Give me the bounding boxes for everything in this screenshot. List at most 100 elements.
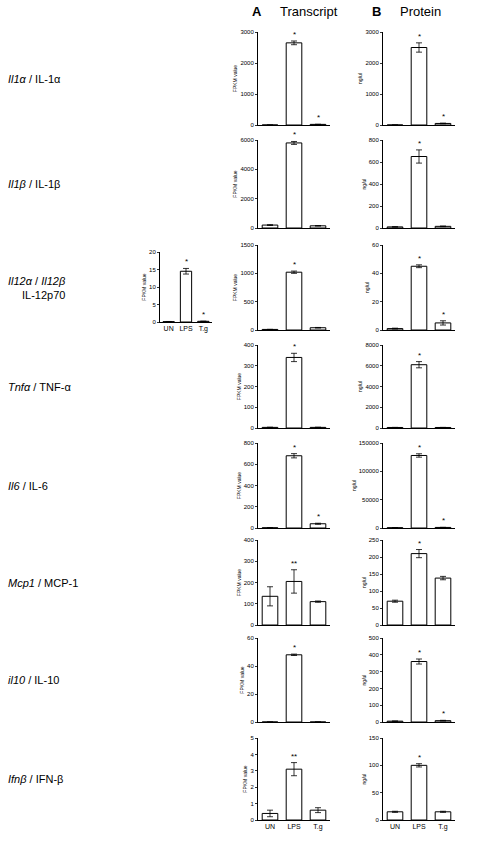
svg-text:*: * [418, 648, 421, 657]
svg-text:8000: 8000 [365, 342, 379, 348]
svg-text:ng/ul: ng/ul [357, 381, 363, 392]
svg-text:*: * [317, 113, 320, 122]
svg-text:*: * [442, 516, 445, 525]
svg-text:1000: 1000 [240, 91, 254, 97]
svg-text:0: 0 [375, 719, 379, 725]
svg-text:0: 0 [375, 817, 379, 823]
svg-text:200: 200 [244, 504, 255, 510]
svg-text:50: 50 [372, 790, 379, 796]
svg-text:0: 0 [250, 225, 254, 231]
svg-text:400: 400 [244, 342, 255, 348]
svg-text:*: * [418, 254, 421, 263]
svg-text:0: 0 [375, 225, 379, 231]
svg-text:LPS: LPS [179, 325, 193, 332]
svg-text:T.g: T.g [313, 823, 322, 831]
svg-text:60: 60 [372, 242, 379, 248]
svg-text:ng/ul: ng/ul [361, 675, 367, 686]
svg-text:0: 0 [250, 719, 254, 725]
svg-text:0: 0 [250, 817, 254, 823]
svg-text:0: 0 [250, 622, 254, 628]
svg-text:0: 0 [375, 425, 379, 431]
svg-text:10: 10 [149, 284, 156, 290]
svg-text:1000: 1000 [365, 91, 379, 97]
svg-text:*: * [418, 539, 421, 548]
svg-text:1500: 1500 [240, 242, 254, 248]
svg-text:800: 800 [369, 137, 380, 143]
svg-text:0: 0 [250, 327, 254, 333]
svg-text:3000: 3000 [365, 29, 379, 35]
svg-text:100: 100 [369, 762, 380, 768]
svg-text:UN: UN [265, 823, 275, 830]
svg-text:40: 40 [372, 270, 379, 276]
svg-text:FPKM value: FPKM value [232, 274, 238, 301]
svg-text:*: * [293, 260, 296, 269]
svg-text:400: 400 [369, 181, 380, 187]
svg-text:FPKM value: FPKM value [141, 273, 147, 300]
svg-text:0: 0 [152, 319, 156, 325]
svg-text:20: 20 [372, 299, 379, 305]
svg-text:100: 100 [369, 588, 380, 594]
svg-text:*: * [442, 112, 445, 121]
svg-text:2000: 2000 [365, 404, 379, 410]
svg-text:*: * [202, 310, 205, 319]
svg-text:200: 200 [244, 384, 255, 390]
svg-text:1: 1 [250, 801, 254, 807]
svg-text:6000: 6000 [240, 137, 254, 143]
svg-text:FPKM value: FPKM value [236, 373, 242, 400]
svg-text:0: 0 [375, 327, 379, 333]
svg-text:300: 300 [244, 558, 255, 564]
svg-text:2000: 2000 [240, 196, 254, 202]
svg-text:**: ** [291, 752, 297, 761]
svg-text:UN: UN [164, 325, 174, 332]
svg-text:*: * [418, 139, 421, 148]
svg-text:100000: 100000 [359, 468, 380, 474]
svg-text:200: 200 [244, 580, 255, 586]
svg-text:1000: 1000 [240, 270, 254, 276]
svg-text:2000: 2000 [365, 60, 379, 66]
svg-text:*: * [293, 443, 296, 452]
svg-text:UN: UN [390, 823, 400, 830]
svg-text:0: 0 [250, 525, 254, 531]
svg-text:150: 150 [369, 571, 380, 577]
svg-text:3000: 3000 [240, 29, 254, 35]
svg-text:*: * [442, 310, 445, 319]
svg-text:100: 100 [244, 404, 255, 410]
svg-text:200: 200 [369, 203, 380, 209]
svg-text:*: * [317, 512, 320, 521]
svg-text:*: * [418, 32, 421, 41]
svg-text:100: 100 [244, 601, 255, 607]
svg-text:T.g: T.g [438, 823, 447, 831]
svg-text:ng/ul: ng/ul [364, 282, 370, 293]
svg-text:3: 3 [250, 768, 254, 774]
svg-text:2000: 2000 [240, 60, 254, 66]
svg-text:*: * [418, 443, 421, 452]
svg-text:300: 300 [369, 669, 380, 675]
svg-text:150: 150 [369, 735, 380, 741]
svg-text:*: * [293, 643, 296, 652]
svg-text:15: 15 [149, 267, 156, 273]
svg-text:4: 4 [250, 752, 254, 758]
svg-text:4000: 4000 [240, 166, 254, 172]
svg-text:20: 20 [247, 691, 254, 697]
svg-text:500: 500 [244, 299, 255, 305]
svg-text:FPKM value: FPKM value [239, 666, 245, 693]
svg-text:LPS: LPS [412, 823, 426, 830]
svg-text:0: 0 [375, 622, 379, 628]
svg-text:0: 0 [250, 425, 254, 431]
svg-text:100: 100 [369, 702, 380, 708]
svg-text:600: 600 [244, 461, 255, 467]
svg-text:0: 0 [375, 525, 379, 531]
svg-text:200: 200 [369, 686, 380, 692]
svg-text:300: 300 [244, 363, 255, 369]
svg-text:*: * [418, 351, 421, 360]
svg-text:40: 40 [247, 663, 254, 669]
svg-text:*: * [442, 709, 445, 718]
svg-text:FPKM value: FPKM value [232, 170, 238, 197]
svg-text:ng/ul: ng/ul [361, 179, 367, 190]
svg-text:*: * [185, 257, 188, 266]
svg-text:FPKM value: FPKM value [236, 472, 242, 499]
svg-text:LPS: LPS [287, 823, 301, 830]
svg-text:T.g: T.g [199, 325, 208, 333]
svg-text:150000: 150000 [359, 440, 380, 446]
svg-text:*: * [293, 342, 296, 351]
